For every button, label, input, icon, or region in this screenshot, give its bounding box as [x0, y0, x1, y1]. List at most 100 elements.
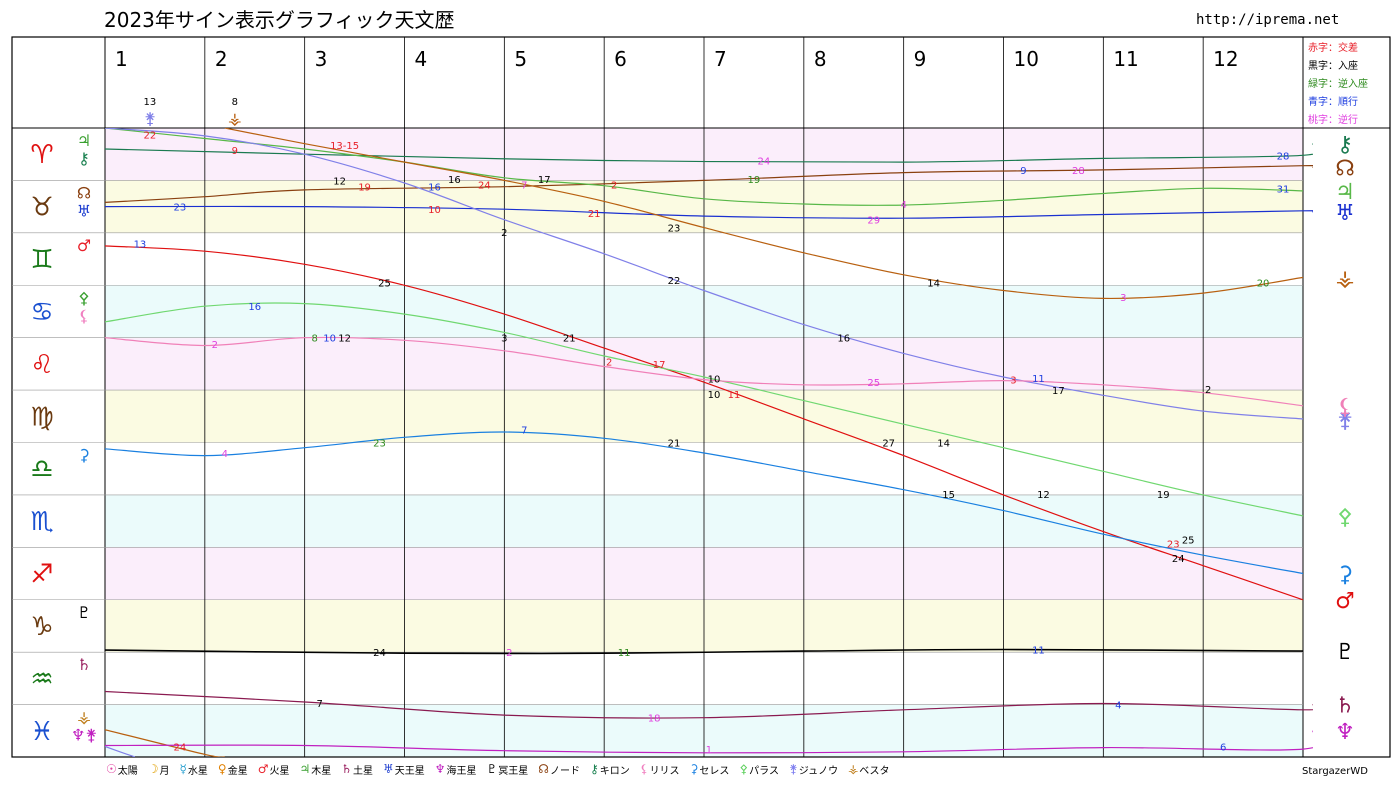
legend-symbol-icon: ⚳: [689, 762, 699, 776]
color-key-direct: 青字：順行: [1308, 97, 1358, 108]
series-line-ceres: [105, 431, 1304, 575]
event-day-label: 4: [222, 449, 228, 460]
event-day-label: 19: [748, 175, 761, 186]
event-day-label: 17: [538, 175, 551, 186]
series-end-icon: ♂: [1335, 589, 1355, 614]
series-line-mars: [105, 245, 1304, 601]
legend-item: ⚵ ジュノウ: [789, 762, 838, 777]
event-day-label: 11: [618, 648, 631, 659]
event-day-label: 29: [867, 216, 880, 227]
legend-item: ♄ 土星: [341, 762, 373, 777]
event-day-label: 12: [1037, 490, 1050, 501]
event-day-label: 3: [1010, 376, 1016, 387]
header-mark-icon: ⚵: [144, 109, 156, 128]
event-day-label: 21: [563, 334, 576, 345]
event-day-label: 23: [373, 439, 386, 450]
series-end-icon: ⚳: [1337, 563, 1353, 588]
event-day-label: 27: [882, 439, 895, 450]
series-end-icon: ♇: [1335, 640, 1355, 665]
credit-text: StargazerWD: [1302, 766, 1368, 777]
legend-symbol-icon: ⚴: [739, 762, 749, 776]
zodiac-sign-icon: ♑: [30, 612, 53, 642]
legend-symbol-icon: ♀: [217, 762, 227, 776]
legend-symbol-icon: ☿: [179, 762, 187, 776]
series-line-vesta2: [105, 729, 225, 757]
event-day-label: 16: [248, 302, 261, 313]
event-day-label: 25: [1182, 535, 1195, 546]
legend-symbol-icon: ☽: [147, 762, 159, 776]
zodiac-sign-icon: ♎: [30, 455, 53, 485]
event-day-label: 28: [1072, 166, 1085, 177]
legend-symbol-icon: ⚷: [589, 762, 599, 776]
event-day-label: 16: [448, 175, 461, 186]
series-end-icon: ⚴: [1337, 505, 1353, 530]
series-end-icon: ⚵: [1337, 408, 1353, 433]
event-day-label: 10: [428, 205, 441, 216]
sign-planet-icon: ⚳: [78, 446, 90, 465]
legend-label: パラス: [749, 765, 779, 777]
series-line-jupiter: [105, 128, 1304, 206]
legend-item: ♃ 木星: [299, 762, 331, 777]
legend-item: ♅ 天王星: [383, 762, 425, 777]
month-label: 2: [215, 47, 228, 71]
sign-planet-icon: ♇: [77, 603, 91, 622]
event-day-label: 25: [867, 378, 880, 389]
sign-planet-icon: ♅: [77, 201, 91, 220]
event-day-label: 7: [316, 699, 322, 710]
legend-item: ⚳ セレス: [690, 762, 730, 777]
event-day-label: 15: [942, 490, 955, 501]
series-line-saturn: [105, 690, 1313, 719]
legend-item: ☽ 月: [148, 762, 170, 777]
event-day-label: 9: [1020, 166, 1026, 177]
event-day-label: 17: [1052, 386, 1065, 397]
zodiac-sign-icon: ♋: [30, 297, 53, 327]
event-day-label: 2: [212, 340, 218, 351]
event-day-label: 11: [1032, 374, 1045, 385]
zodiac-sign-icon: ♍: [30, 402, 53, 432]
event-day-label: 19: [1157, 490, 1170, 501]
legend-item: ♆ 海王星: [435, 762, 477, 777]
legend-label: 火星: [269, 765, 290, 777]
legend-label: ジュノウ: [798, 765, 839, 777]
series-line-juno2: [105, 745, 136, 757]
event-day-label: 24: [478, 181, 491, 192]
sign-planet-icon: ⚷: [78, 149, 90, 168]
event-day-label: 24: [174, 743, 187, 754]
event-day-label: 14: [927, 279, 940, 290]
event-day-label: 10: [708, 390, 721, 401]
legend-symbol-icon: ♄: [341, 762, 352, 776]
event-day-label: 23: [668, 224, 681, 235]
event-day-label: 12: [333, 176, 346, 187]
month-label: 9: [914, 47, 927, 71]
site-url: http://iprema.net: [1196, 12, 1340, 28]
event-day-label: 6: [1220, 743, 1226, 754]
event-day-label: 24: [1172, 554, 1185, 565]
legend-symbol-icon: ♂: [257, 762, 269, 776]
color-key-retro-ingress: 緑字：逆入座: [1308, 79, 1368, 90]
month-label: 4: [415, 47, 428, 71]
sign-planet-icon: ⚸: [78, 306, 90, 325]
legend-item: ♀ 金星: [218, 762, 248, 777]
sign-planet-icon: ⚶: [77, 708, 91, 727]
legend-symbol-icon: ♇: [486, 762, 498, 776]
event-day-label: 13: [134, 239, 147, 250]
legend-label: セレス: [699, 765, 730, 777]
series-line-node: [105, 165, 1313, 203]
sign-planet-icon: ☊: [77, 183, 91, 202]
series-end-icon: ⚷: [1337, 133, 1353, 158]
legend-symbol-icon: ⚸: [639, 762, 649, 776]
series-end-icon: ☊: [1335, 156, 1355, 181]
series-line-neptune: [105, 730, 1313, 754]
legend-symbol-icon: ♃: [299, 762, 311, 776]
legend-label: 木星: [311, 765, 332, 777]
event-day-label: 21: [588, 209, 601, 220]
legend-symbol-icon: ♆: [434, 762, 446, 776]
legend-label: リリス: [649, 765, 680, 777]
legend-item: ♇ 冥王星: [487, 762, 529, 777]
event-day-label: 8: [311, 334, 317, 345]
event-day-label: 31: [1277, 184, 1290, 195]
zodiac-sign-icon: ♌: [30, 350, 53, 380]
month-label: 8: [814, 47, 827, 71]
event-day-label: 22: [144, 130, 157, 141]
legend-symbol-icon: ♅: [383, 762, 394, 776]
